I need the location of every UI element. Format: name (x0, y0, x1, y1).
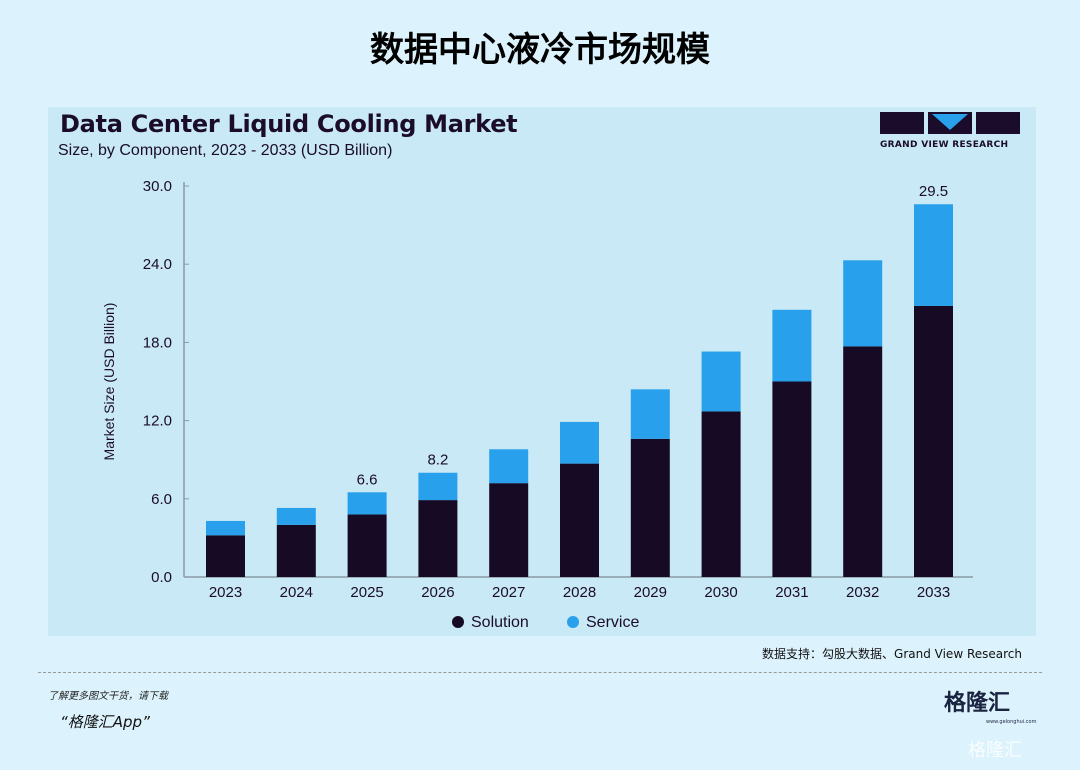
bar-service-2032 (843, 260, 883, 347)
bar-solution-2033 (914, 305, 953, 577)
x-tick-label: 2027 (492, 584, 525, 601)
bar-solution-2023 (206, 535, 245, 577)
data-label-2025: 6.6 (357, 471, 378, 488)
chart-subtitle: Size, by Component, 2023 - 2033 (USD Bil… (58, 142, 393, 159)
y-tick-label: 12.0 (143, 413, 172, 430)
grand-view-research-logo: GRAND VIEW RESEARCH (880, 110, 1022, 151)
y-axis-label: Market Size (USD Billion) (101, 303, 117, 461)
y-tick-label: 18.0 (143, 334, 172, 351)
x-tick-label: 2028 (563, 584, 596, 601)
bar-service-2023 (206, 520, 245, 536)
chart-title: Data Center Liquid Cooling Market (60, 110, 518, 138)
data-label-2026: 8.2 (427, 452, 448, 469)
promo-app-link[interactable]: “格隆汇App” (60, 713, 150, 731)
x-tick-label: 2030 (704, 584, 737, 601)
bar-service-2028 (560, 421, 599, 464)
y-tick-label: 24.0 (143, 256, 172, 273)
x-tick-label: 2031 (775, 584, 808, 601)
y-tick-label: 6.0 (151, 491, 172, 508)
bar-solution-2025 (347, 514, 387, 577)
x-tick-label: 2029 (634, 584, 667, 601)
y-tick-label: 30.0 (143, 178, 172, 195)
x-tick-label: 2023 (209, 584, 242, 601)
bar-solution-2029 (630, 438, 670, 577)
bar-solution-2031 (772, 381, 812, 577)
x-tick-label: 2024 (280, 584, 313, 601)
legend-label-service: Service (586, 614, 639, 631)
legend-marker-service (567, 616, 579, 628)
bar-chart: 0.0 6.0 12.0 18.0 24.0 30.0 Market Size (USD B… (101, 178, 973, 631)
x-tick-label: 2025 (350, 584, 383, 601)
bar-solution-2030 (701, 411, 741, 577)
gvr-logo-text: GRAND VIEW RESEARCH (880, 140, 1009, 150)
bar-service-2033 (914, 204, 953, 306)
bar-service-2027 (489, 449, 529, 484)
bar-solution-2026 (418, 500, 458, 577)
bar-service-2030 (701, 351, 741, 412)
divider (38, 672, 1042, 673)
x-tick-label: 2032 (846, 584, 879, 601)
legend-marker-solution (452, 616, 464, 628)
legend-label-solution: Solution (471, 614, 529, 631)
y-tick-label: 0.0 (151, 569, 172, 586)
bar-service-2029 (630, 389, 670, 439)
promo-text: 了解更多图文干货，请下载 (48, 691, 168, 702)
watermark: 格隆汇 (968, 740, 1022, 761)
bar-service-2024 (276, 507, 316, 525)
brand-logo: 格隆汇 (944, 691, 1011, 716)
bar-service-2025 (347, 492, 387, 515)
brand-url: www.gelonghui.com (986, 719, 1037, 725)
data-label-2033: 29.5 (919, 183, 948, 200)
chart-panel: Data Center Liquid Cooling Market Size, … (48, 107, 1036, 636)
page-title: 数据中心液冷市场规模 (370, 30, 710, 70)
bar-solution-2032 (843, 346, 883, 577)
x-tick-label: 2033 (917, 584, 950, 601)
bar-solution-2027 (489, 483, 529, 577)
source-note: 数据支持：勾股大数据、Grand View Research (762, 647, 1022, 661)
bar-service-2031 (772, 309, 812, 382)
x-tick-label: 2026 (421, 584, 454, 601)
bar-solution-2024 (276, 524, 316, 577)
bar-solution-2028 (560, 463, 599, 577)
gvr-logo-icon (880, 112, 1020, 134)
bar-service-2026 (418, 472, 458, 501)
